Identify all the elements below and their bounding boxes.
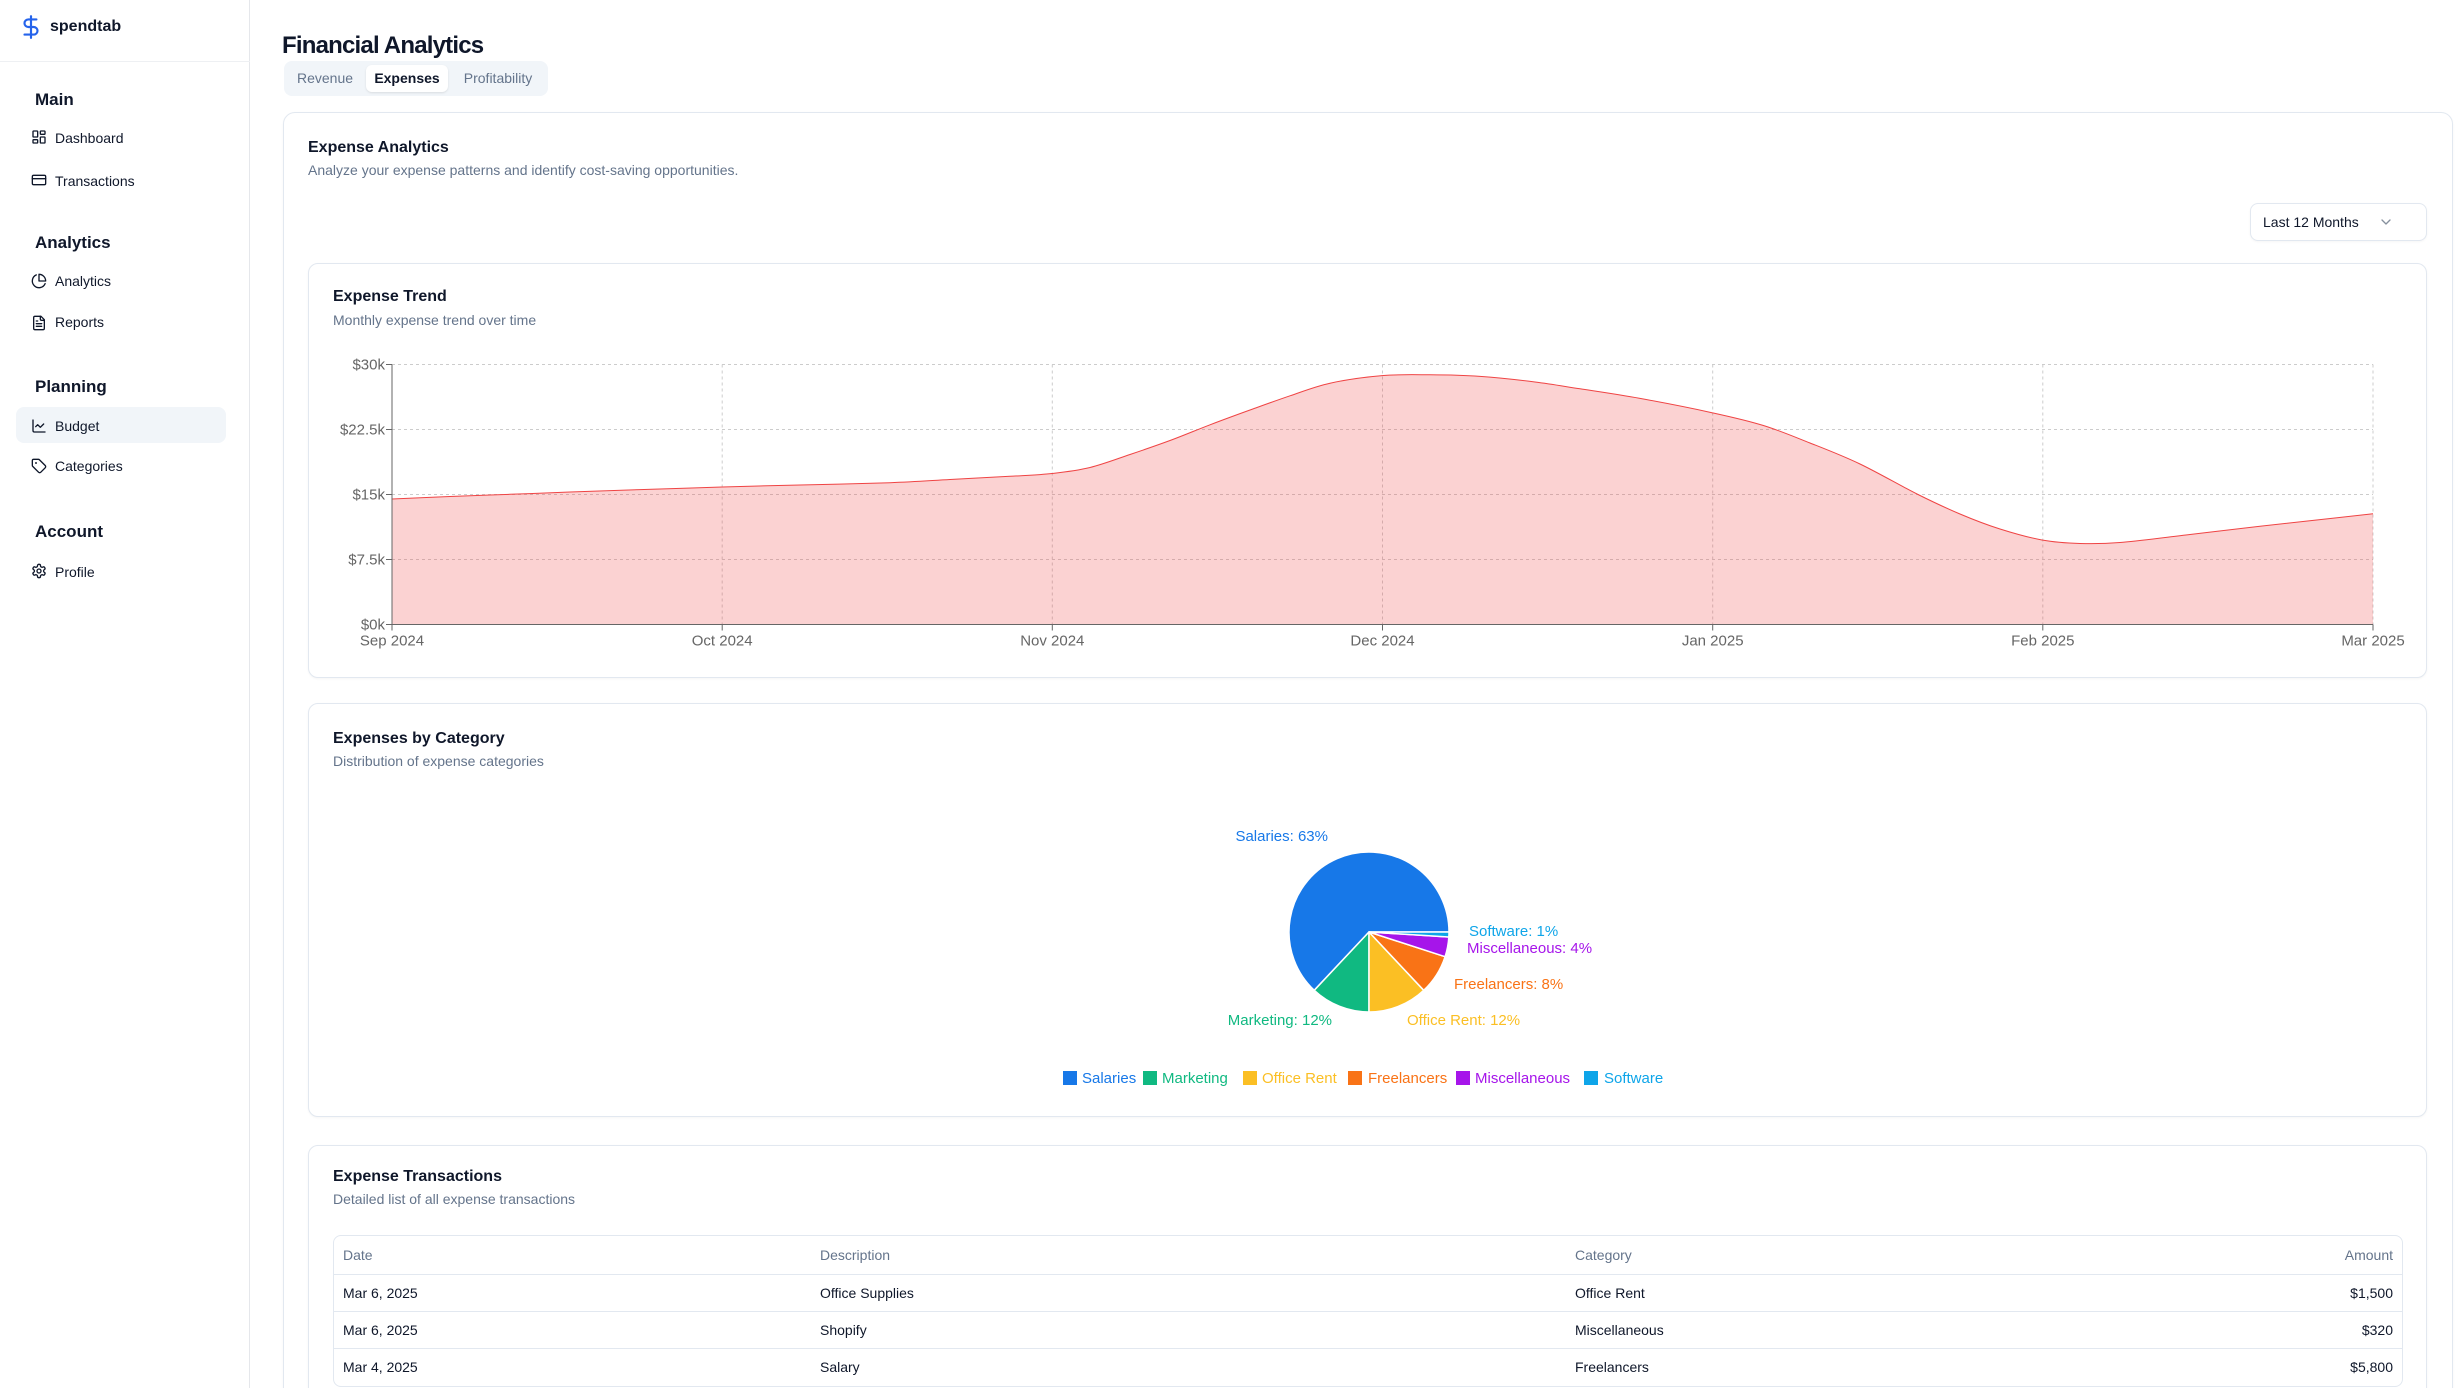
svg-text:$0k: $0k	[361, 617, 386, 634]
svg-text:Sep 2024: Sep 2024	[360, 633, 424, 650]
svg-text:$30k: $30k	[352, 357, 385, 374]
svg-text:Miscellaneous: 4%: Miscellaneous: 4%	[1467, 940, 1592, 957]
svg-text:Feb 2025: Feb 2025	[2011, 633, 2074, 650]
svg-text:Miscellaneous: Miscellaneous	[1475, 1070, 1570, 1087]
svg-text:Mar 2025: Mar 2025	[2341, 633, 2404, 650]
svg-text:Salaries: Salaries	[1082, 1070, 1136, 1087]
svg-text:Freelancers: Freelancers	[1368, 1070, 1447, 1087]
svg-text:$15k: $15k	[352, 487, 385, 504]
svg-text:Salaries: 63%: Salaries: 63%	[1235, 828, 1328, 845]
svg-text:Marketing: Marketing	[1162, 1070, 1228, 1087]
svg-text:Dec 2024: Dec 2024	[1350, 633, 1414, 650]
svg-text:Jan 2025: Jan 2025	[1682, 633, 1744, 650]
svg-text:Marketing: 12%: Marketing: 12%	[1228, 1012, 1332, 1029]
svg-text:Office Rent: Office Rent	[1262, 1070, 1338, 1087]
svg-text:Freelancers: 8%: Freelancers: 8%	[1454, 976, 1563, 993]
svg-text:Nov 2024: Nov 2024	[1020, 633, 1084, 650]
svg-text:Software: Software	[1604, 1070, 1663, 1087]
svg-text:Software: 1%: Software: 1%	[1469, 923, 1558, 940]
svg-text:Office Rent: 12%: Office Rent: 12%	[1407, 1012, 1520, 1029]
svg-text:$7.5k: $7.5k	[348, 552, 385, 569]
svg-text:$22.5k: $22.5k	[340, 422, 386, 439]
svg-text:Oct 2024: Oct 2024	[692, 633, 753, 650]
